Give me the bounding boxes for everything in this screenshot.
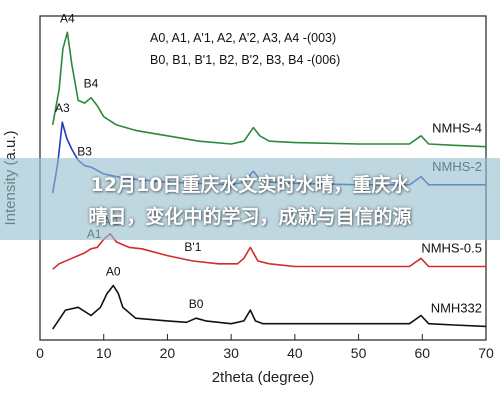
series-name-label: NMHS-0.5 bbox=[421, 240, 482, 255]
legend: A0, A1, A'1, A2, A'2, A3, A4 -(003) B0, … bbox=[150, 31, 340, 67]
series-name-label: NMH332 bbox=[431, 300, 482, 315]
x-tick-label: 0 bbox=[36, 345, 44, 361]
peak-label: B0 bbox=[189, 297, 204, 311]
x-tick-label: 30 bbox=[223, 345, 239, 361]
series-name-label: NMHS-4 bbox=[432, 121, 482, 136]
series-line-nmhs-0-5 bbox=[52, 233, 486, 270]
overlay-title-line-2: 晴日，变化中的学习，成就与自信的源 bbox=[88, 206, 412, 228]
peak-label: B'1 bbox=[184, 240, 201, 254]
series-line-nmhs-4 bbox=[51, 31, 487, 148]
legend-line-003: A0, A1, A'1, A2, A'2, A3, A4 -(003) bbox=[150, 31, 336, 45]
x-tick-label: 40 bbox=[287, 345, 303, 361]
peak-label: A4 bbox=[60, 11, 75, 25]
peak-label: B4 bbox=[84, 77, 99, 91]
peak-label: B3 bbox=[77, 145, 92, 159]
x-axis-title: 2theta (degree) bbox=[212, 369, 315, 386]
peak-label: A0 bbox=[106, 265, 121, 279]
x-axis-ticks: 0 10 20 30 40 50 60 70 bbox=[36, 334, 494, 361]
x-tick-label: 20 bbox=[160, 345, 176, 361]
series-line-nmh332 bbox=[52, 284, 487, 330]
x-tick-label: 10 bbox=[96, 345, 112, 361]
x-tick-label: 50 bbox=[351, 345, 367, 361]
x-tick-label: 60 bbox=[414, 345, 430, 361]
title-overlay-banner[interactable]: 12月10日重庆水文实时水晴，重庆水 晴日，变化中的学习，成就与自信的源 bbox=[0, 158, 500, 240]
x-tick-label: 70 bbox=[478, 345, 494, 361]
peak-label: A3 bbox=[55, 101, 70, 115]
legend-line-006: B0, B1, B'1, B2, B'2, B3, B4 -(006) bbox=[150, 53, 340, 67]
overlay-title-line-1: 12月10日重庆水文实时水晴，重庆水 bbox=[90, 174, 410, 196]
